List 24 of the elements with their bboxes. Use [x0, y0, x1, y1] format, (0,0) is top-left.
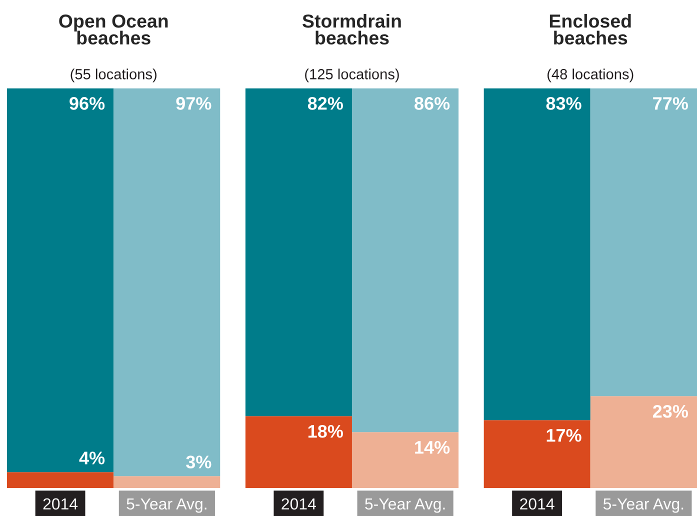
data-label: 18% — [308, 424, 343, 438]
data-label: 4% — [79, 452, 105, 464]
x-tick-label: 5-Year Avg. — [365, 498, 445, 513]
chart-subtitle: (55 locations) — [70, 68, 156, 82]
data-label: 23% — [652, 404, 688, 418]
x-tick-label: 5-Year Avg. — [126, 498, 206, 513]
x-tick-label: 2014 — [282, 498, 316, 510]
data-label: 86% — [414, 97, 450, 110]
data-label: 14% — [415, 441, 450, 454]
data-label: 83% — [546, 97, 582, 110]
x-tick-label: 2014 — [43, 498, 78, 510]
chart-title: Stormdrain beaches — [302, 14, 401, 45]
data-label: 96% — [70, 97, 105, 110]
data-label: 77% — [653, 97, 688, 110]
chart-title: Open Ocean beaches — [59, 14, 168, 45]
data-label: 82% — [308, 97, 343, 110]
chart-title: Enclosed beaches — [550, 14, 631, 45]
x-tick-label: 2014 — [520, 498, 554, 510]
data-label: 97% — [176, 97, 212, 110]
data-label: 3% — [186, 456, 212, 468]
data-label: 17% — [546, 429, 582, 442]
chart-subtitle: (48 locations) — [547, 68, 634, 82]
chart-subtitle: (125 locations) — [305, 68, 399, 82]
x-tick-label: 5-Year Avg. — [603, 498, 684, 513]
